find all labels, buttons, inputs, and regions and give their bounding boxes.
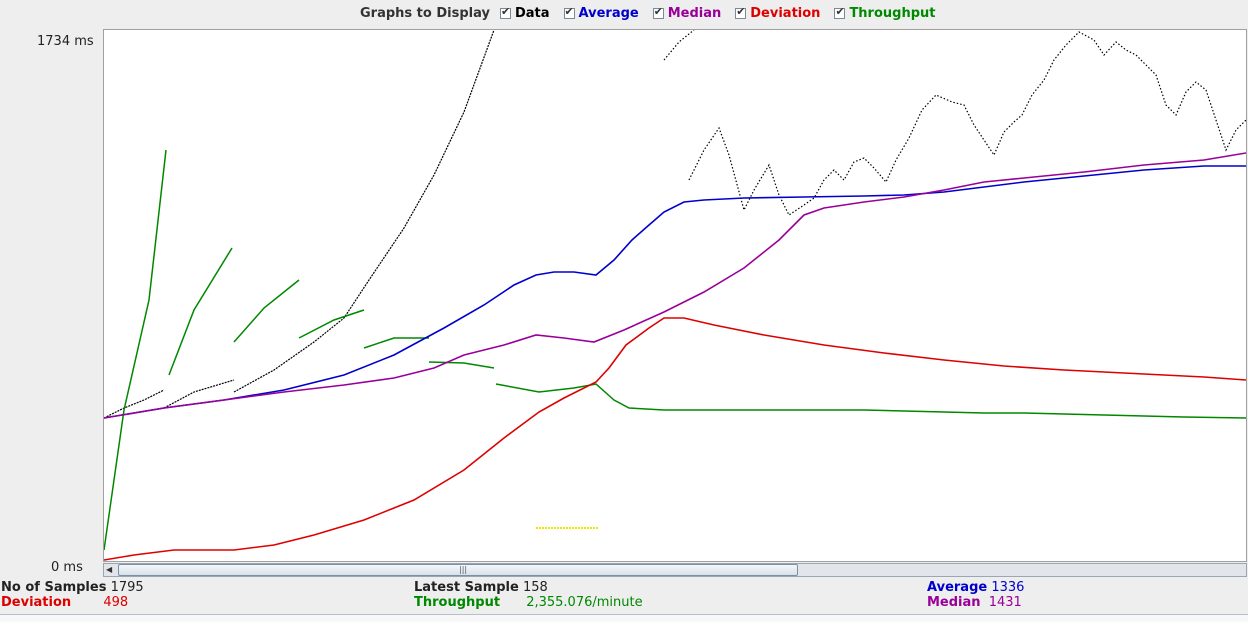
throughput-stat-value: 2,355.076/minute (526, 595, 643, 610)
latest-sample-label: Latest Sample (414, 580, 519, 595)
bottom-scrollbar-edge[interactable] (0, 614, 1248, 622)
checkbox-data[interactable] (499, 5, 511, 19)
toggle-throughput[interactable]: Throughput (834, 5, 936, 21)
legend-title: Graphs to Display (360, 5, 490, 21)
average-stat-label: Average (927, 580, 988, 595)
latest-sample-stat: Latest Sample 158 (414, 580, 548, 595)
throughput-series (103, 149, 1247, 551)
checkbox-deviation[interactable] (735, 5, 747, 19)
legend-median-label: Median (667, 5, 722, 21)
throughput-stat: Throughput 2,355.076/minute (414, 595, 643, 610)
legend-deviation-label: Deviation (750, 5, 821, 21)
y-axis-max-label: 1734 ms (37, 34, 94, 49)
deviation-series (103, 317, 1247, 561)
data-series-late (663, 29, 1247, 216)
median-series (103, 152, 1247, 419)
samples-label: No of Samples (1, 580, 107, 595)
legend-average-label: Average (578, 5, 639, 21)
scroll-thumb[interactable]: ||| (118, 564, 798, 576)
checkbox-throughput[interactable] (834, 5, 846, 19)
data-series-early (103, 29, 495, 419)
checkbox-median[interactable] (652, 5, 664, 19)
y-axis-min-label: 0 ms (51, 560, 83, 575)
median-stat-value: 1431 (988, 595, 1022, 610)
average-series (103, 165, 1246, 419)
scroll-left-icon[interactable]: ◀ (106, 565, 113, 574)
deviation-stat-label: Deviation (1, 595, 72, 610)
toggle-data[interactable]: Data (499, 5, 550, 21)
toggle-median[interactable]: Median (652, 5, 722, 21)
throughput-stat-label: Throughput (414, 595, 501, 610)
legend-throughput-label: Throughput (849, 5, 936, 21)
samples-stat: No of Samples 1795 (1, 580, 144, 595)
stats-panel: No of Samples 1795 Deviation 498 Latest … (0, 580, 1248, 620)
deviation-stat: Deviation 498 (1, 595, 128, 610)
toggle-average[interactable]: Average (563, 5, 639, 21)
samples-value: 1795 (110, 580, 144, 595)
checkbox-average[interactable] (563, 5, 575, 19)
latest-sample-value: 158 (522, 580, 548, 595)
scroll-grip-icon: ||| (459, 565, 468, 574)
graph-svg (103, 29, 1247, 561)
graphs-legend: Graphs to Display Data Average Median De… (360, 4, 950, 22)
toggle-deviation[interactable]: Deviation (735, 5, 821, 21)
horizontal-scrollbar[interactable]: ◀ ||| (103, 563, 1247, 577)
average-stat-value: 1336 (991, 580, 1025, 595)
median-stat-label: Median (927, 595, 981, 610)
average-stat: Average 1336 (927, 580, 1024, 595)
median-stat: Median 1431 (927, 595, 1022, 610)
graph-plot-area (103, 29, 1247, 562)
deviation-stat-value: 498 (103, 595, 129, 610)
legend-data-label: Data (514, 5, 550, 21)
